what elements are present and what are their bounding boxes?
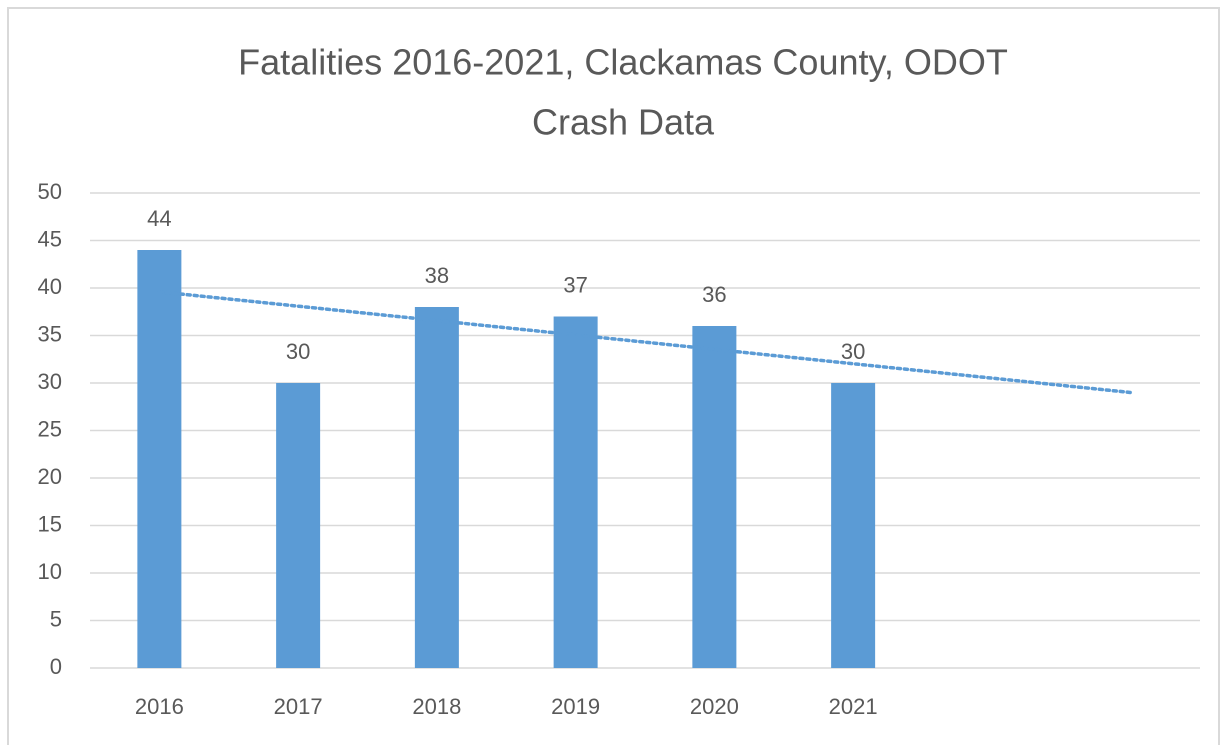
chart-border [7,7,1220,745]
y-tick-label: 0 [50,654,62,679]
data-label: 30 [286,339,310,364]
bar [276,383,321,668]
y-tick-label: 5 [50,606,62,631]
bar [692,326,737,668]
y-tick-label: 40 [38,274,62,299]
data-label: 36 [702,282,726,307]
bar [831,383,876,668]
data-label: 30 [841,339,865,364]
y-tick-label: 50 [38,179,62,204]
y-tick-label: 25 [38,416,62,441]
chart-title: Crash Data [532,102,715,143]
y-tick-label: 10 [38,559,62,584]
chart-title: Fatalities 2016-2021, Clackamas County, … [238,42,1008,83]
y-tick-label: 35 [38,321,62,346]
trendline [157,290,1133,395]
y-tick-label: 30 [38,369,62,394]
y-tick-label: 45 [38,226,62,251]
bar [414,307,459,668]
y-tick-label: 20 [38,464,62,489]
data-label: 44 [147,206,171,231]
y-tick-label: 15 [38,511,62,536]
x-tick-label: 2021 [829,694,878,719]
x-tick-label: 2018 [412,694,461,719]
data-label: 38 [425,263,449,288]
x-tick-label: 2016 [135,694,184,719]
data-label: 37 [563,272,587,297]
x-tick-label: 2017 [274,694,323,719]
bar [137,250,182,668]
x-tick-label: 2020 [690,694,739,719]
bar [553,316,598,668]
x-tick-label: 2019 [551,694,600,719]
